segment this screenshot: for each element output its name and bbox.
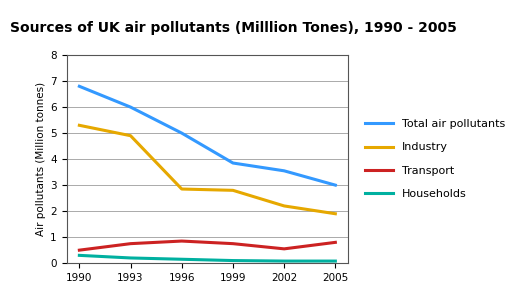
Line: Total air pollutants: Total air pollutants <box>79 86 335 185</box>
Total air pollutants <box>76 84 82 88</box>
Total air pollutants <box>332 183 338 187</box>
Y-axis label: Air pollutants (Million tonnes): Air pollutants (Million tonnes) <box>36 82 46 236</box>
Transport <box>230 242 236 245</box>
Transport <box>76 248 82 252</box>
Total air pollutants <box>127 105 134 109</box>
Total air pollutants <box>281 169 287 173</box>
Industry <box>76 124 82 127</box>
Households <box>76 253 82 257</box>
Line: Industry: Industry <box>79 125 335 214</box>
Households <box>281 259 287 263</box>
Households <box>332 259 338 263</box>
Transport <box>332 241 338 244</box>
Households <box>179 257 185 261</box>
Line: Households: Households <box>79 255 335 261</box>
Industry <box>281 204 287 208</box>
Households <box>127 256 134 260</box>
Industry <box>230 188 236 192</box>
Transport <box>127 242 134 245</box>
Line: Transport: Transport <box>79 241 335 250</box>
Industry <box>127 134 134 138</box>
Transport <box>281 247 287 251</box>
Total air pollutants <box>179 131 185 135</box>
Legend: Total air pollutants, Industry, Transport, Households: Total air pollutants, Industry, Transpor… <box>365 119 505 199</box>
Households <box>230 259 236 262</box>
Industry <box>179 187 185 191</box>
Total air pollutants <box>230 161 236 165</box>
Transport <box>179 239 185 243</box>
Text: Sources of UK air pollutants (Milllion Tones), 1990 - 2005: Sources of UK air pollutants (Milllion T… <box>10 21 457 35</box>
Industry <box>332 212 338 215</box>
